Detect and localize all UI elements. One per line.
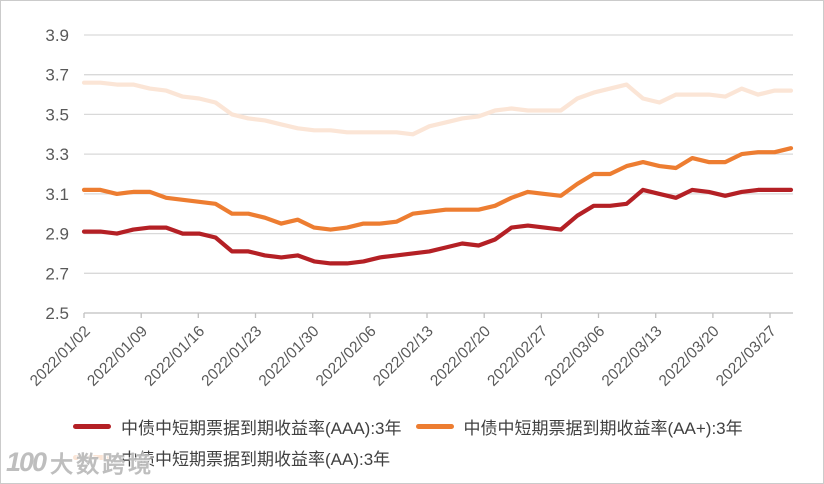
legend-swatch-aa [73, 455, 111, 460]
x-tick-label: 2022/03/27 [713, 323, 780, 390]
svg-text:2022/01/02: 2022/01/02 [27, 323, 94, 390]
y-tick-label: 2.5 [45, 304, 69, 323]
x-tick-label: 2022/01/23 [198, 323, 265, 390]
series-line-aa [81, 80, 794, 137]
x-tick-label: 2022/02/13 [370, 323, 437, 390]
x-tick-label: 2022/02/06 [313, 323, 380, 390]
legend-item-aa-plus: 中债中短期票据到期收益率(AA+):3年 [415, 414, 743, 439]
svg-text:2022/03/27: 2022/03/27 [713, 323, 780, 390]
x-tick-label: 2022/01/02 [27, 323, 94, 390]
x-tick-label: 2022/01/30 [256, 323, 323, 390]
svg-text:2022/01/23: 2022/01/23 [198, 323, 265, 390]
legend-swatch-aaa [73, 424, 111, 429]
x-tick-label: 2022/02/20 [427, 323, 494, 390]
legend-label-aaa: 中债中短期票据到期收益率(AAA):3年 [121, 419, 402, 438]
svg-text:2022/01/09: 2022/01/09 [84, 323, 151, 390]
x-tick-label: 2022/03/13 [599, 323, 666, 390]
series-line-aa-plus [81, 146, 794, 232]
y-tick-label: 3.1 [45, 185, 69, 204]
y-tick-label: 3.5 [45, 105, 69, 124]
x-tick-label: 2022/01/16 [141, 323, 208, 390]
legend-item-aaa: 中债中短期票据到期收益率(AAA):3年 [73, 414, 402, 439]
legend-label-aa: 中债中短期票据到期收益率(AA):3年 [121, 450, 391, 469]
svg-text:2022/02/20: 2022/02/20 [427, 323, 494, 390]
y-tick-label: 3.3 [45, 145, 69, 164]
x-tick-label: 2022/03/20 [656, 323, 723, 390]
y-tick-label: 2.7 [45, 264, 69, 283]
svg-text:2022/02/13: 2022/02/13 [370, 323, 437, 390]
legend-row: 中债中短期票据到期收益率(AAA):3年 中债中短期票据到期收益率(AA+):3年 [73, 414, 743, 439]
svg-text:2022/02/06: 2022/02/06 [313, 323, 380, 390]
svg-text:2022/03/13: 2022/03/13 [599, 323, 666, 390]
svg-text:2022/02/27: 2022/02/27 [484, 323, 551, 390]
x-tick-label: 2022/02/27 [484, 323, 551, 390]
y-tick-label: 3.9 [45, 26, 69, 45]
svg-text:2022/03/20: 2022/03/20 [656, 323, 723, 390]
svg-text:2022/01/16: 2022/01/16 [141, 323, 208, 390]
x-tick-label: 2022/03/06 [541, 323, 608, 390]
chart-legend: 中债中短期票据到期收益率(AAA):3年 中债中短期票据到期收益率(AA+):3年… [73, 414, 743, 470]
legend-item-aa: 中债中短期票据到期收益率(AA):3年 [73, 445, 390, 470]
y-tick-label: 2.9 [45, 225, 69, 244]
series-line-aaa [81, 187, 794, 266]
legend-label-aa-plus: 中债中短期票据到期收益率(AA+):3年 [463, 419, 743, 438]
x-tick-label: 2022/01/09 [84, 323, 151, 390]
svg-text:2022/01/30: 2022/01/30 [256, 323, 323, 390]
legend-swatch-aa-plus [415, 424, 454, 429]
y-tick-label: 3.7 [45, 66, 69, 85]
legend-row: 中债中短期票据到期收益率(AA):3年 [73, 445, 743, 470]
svg-text:2022/03/06: 2022/03/06 [541, 323, 608, 390]
